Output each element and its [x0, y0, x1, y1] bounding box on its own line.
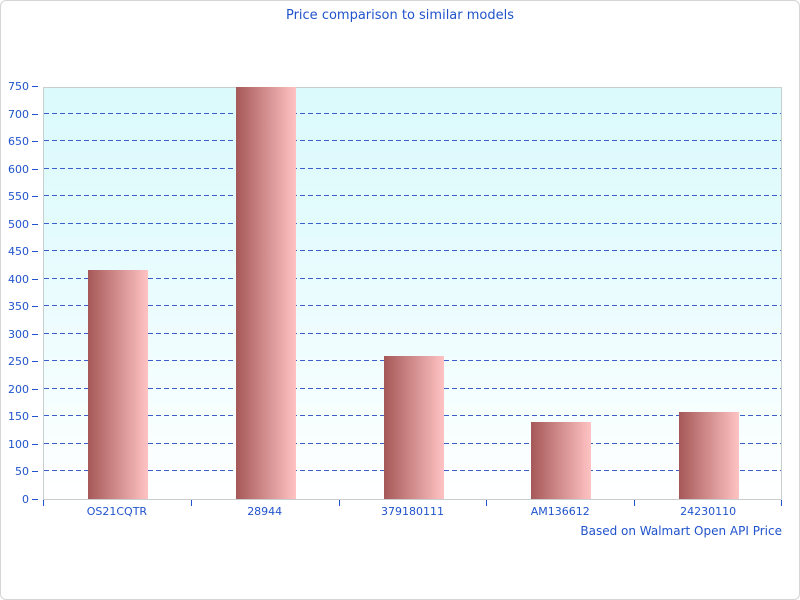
x-category-label: AM136612 — [530, 505, 590, 518]
gridline-400 — [44, 277, 781, 279]
y-tick-label: 600 — [8, 162, 29, 176]
chart-title: Price comparison to similar models — [285, 8, 515, 23]
y-tick-label: 500 — [8, 217, 29, 231]
y-tick-mark — [32, 388, 38, 390]
y-tick-label: 350 — [8, 300, 29, 314]
y-tick-label: 450 — [8, 245, 29, 259]
y-tick-mark — [32, 278, 38, 280]
y-tick-label: 400 — [8, 272, 29, 286]
y-tick-label: 200 — [8, 382, 29, 396]
gridline-600 — [44, 167, 781, 169]
y-tick-label: 50 — [15, 465, 29, 479]
x-category-label: 28944 — [247, 505, 283, 518]
gridline-650 — [44, 140, 781, 142]
x-axis-labels: OS21CQTR 28944 379180111 AM136612 24230110 — [43, 505, 782, 521]
x-axis-ticks — [43, 500, 782, 506]
chart-footnote: Based on Walmart Open API Price — [580, 524, 782, 538]
gridline-500 — [44, 222, 781, 224]
x-category-label: OS21CQTR — [86, 505, 148, 518]
y-tick-label: 700 — [8, 107, 29, 121]
x-category-label: 379180111 — [381, 505, 444, 518]
bar-AM136612 — [531, 421, 592, 499]
x-tick-mark — [781, 500, 782, 506]
y-tick-label: 300 — [8, 327, 29, 341]
x-tick-mark — [486, 500, 488, 506]
y-tick-label: 150 — [8, 410, 29, 424]
y-tick-mark — [32, 251, 38, 253]
y-tick-mark — [32, 499, 38, 500]
bar-28944 — [235, 87, 296, 499]
gridline-550 — [44, 195, 781, 197]
y-tick-mark — [32, 416, 38, 418]
y-tick-label: 550 — [8, 190, 29, 204]
y-axis-labels: 0 50 100 150 200 250 300 350 400 450 500 550 600 650 7… — [1, 80, 29, 506]
x-tick-mark — [338, 500, 340, 506]
gridline-350 — [44, 305, 781, 307]
gridline-700 — [44, 112, 781, 114]
y-tick-label: 0 — [22, 493, 29, 506]
y-tick-mark — [32, 443, 38, 445]
gridline-300 — [44, 332, 781, 334]
y-tick-label: 250 — [8, 355, 29, 369]
bar-OS21CQTR — [87, 270, 148, 499]
x-category-label: 24230110 — [680, 505, 737, 518]
y-tick-mark — [32, 306, 38, 308]
y-tick-label: 650 — [8, 135, 29, 149]
y-tick-mark — [32, 168, 38, 170]
plot-area — [43, 87, 782, 500]
y-tick-mark — [32, 223, 38, 225]
y-tick-mark — [32, 471, 38, 473]
x-tick-mark — [43, 500, 44, 506]
y-tick-label: 100 — [8, 437, 29, 451]
y-tick-mark — [32, 113, 38, 115]
y-tick-mark — [32, 333, 38, 335]
y-tick-mark — [32, 361, 38, 363]
gridline-450 — [44, 250, 781, 252]
y-axis-ticks — [32, 86, 38, 500]
x-tick-mark — [190, 500, 192, 506]
y-tick-mark — [32, 196, 38, 198]
y-tick-label: 750 — [8, 80, 29, 93]
x-tick-mark — [634, 500, 636, 506]
bar-24230110 — [679, 412, 740, 499]
bar-379180111 — [383, 355, 444, 499]
y-tick-mark — [32, 86, 38, 87]
y-tick-mark — [32, 141, 38, 143]
